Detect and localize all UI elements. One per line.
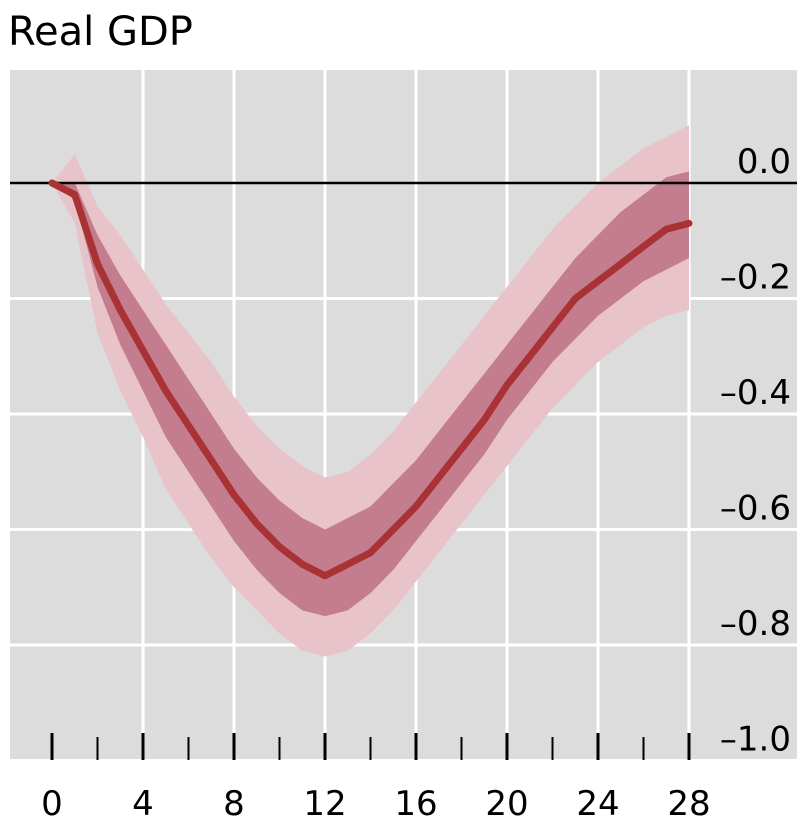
x-tick-label: 20 (485, 784, 528, 824)
chart-title: Real GDP (8, 9, 193, 55)
x-tick-label: 16 (394, 784, 437, 824)
y-tick-label: –0.4 (720, 373, 791, 413)
y-tick-label: –0.8 (720, 604, 791, 644)
y-tick-label: –1.0 (720, 720, 791, 760)
x-tick-label: 24 (576, 784, 619, 824)
series-lines (48, 179, 693, 580)
x-tick-label: 8 (223, 784, 245, 824)
series-line-0 (48, 179, 693, 580)
y-tick-label: –0.2 (720, 258, 791, 298)
inner-confidence-band (52, 171, 689, 617)
x-axis-labels: 0 4 8 12 16 20 24 28 (41, 784, 710, 824)
x-tick-label: 28 (667, 784, 710, 824)
confidence-bands (52, 125, 689, 657)
x-tick-label: 4 (132, 784, 154, 824)
y-tick-label: –0.6 (720, 489, 791, 529)
x-axis-ticks (50, 733, 691, 760)
x-tick-label: 12 (303, 784, 346, 824)
y-tick-label: 0.0 (737, 142, 791, 182)
y-axis-labels: 0.0 –0.2 –0.4 –0.6 –0.8 –1.0 (720, 142, 791, 760)
x-tick-label: 0 (41, 784, 63, 824)
outer-confidence-band (52, 125, 689, 657)
